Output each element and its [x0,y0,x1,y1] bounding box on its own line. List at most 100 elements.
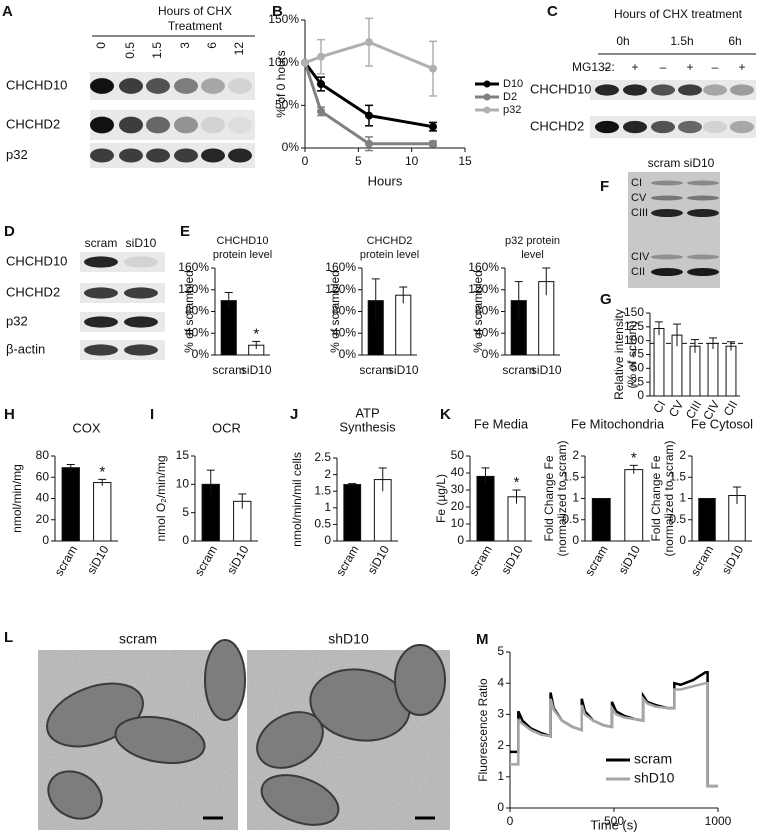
error-bar [224,291,233,309]
y-tick-label: 4 [497,675,504,689]
legend-marker [483,93,491,101]
series-line [303,61,434,129]
x-tick-label: 10 [405,154,419,168]
blot-title: Hours of CHX treatment [614,7,743,21]
chart-title: COX [72,420,101,435]
y-tick-label: 2 [572,448,579,462]
y-tick-label: 0 [42,533,49,547]
band [146,148,170,163]
y-tick-label: 0.5 [669,512,686,526]
y-tick-label: 0 [324,533,331,547]
band [201,116,225,134]
blot-strip [90,110,255,140]
y-tick-label: 75 [631,347,645,361]
y-axis-label: (normalized to scram) [555,440,569,556]
mitochondrion [309,668,411,742]
band [651,268,683,276]
band [651,195,683,201]
significance-mark: * [99,463,105,480]
band [174,116,198,134]
y-axis-label: % of scrambled [471,270,485,353]
x-tick-label: siD10 [365,543,393,577]
y-tick-label: 20 [451,499,465,513]
legend-marker [483,80,491,88]
legend-label: shD10 [634,770,675,786]
band [678,120,702,134]
point [429,139,437,148]
band [228,148,252,163]
x-tick-label: scram [502,363,535,377]
bar [93,482,112,542]
band [124,256,158,268]
y-tick-label: 80% [475,304,499,318]
band [678,84,702,96]
chart-title: protein level [360,249,419,261]
panel-letter: C [547,3,558,20]
band [228,116,252,134]
band-label: CI [631,177,642,189]
lane-label: siD10 [126,236,157,250]
panel-letter: A [2,3,13,20]
band [687,195,719,201]
error-bar [727,341,735,351]
band [730,120,754,134]
y-axis-label: nmol O₂/min/mg [154,455,168,541]
band [90,78,114,94]
y-tick-label: 150% [268,12,299,26]
row-label: p32 [6,147,28,162]
panel-letter: B [272,3,283,20]
y-tick-label: 30 [451,482,465,496]
y-tick-label: 0 [637,388,644,402]
y-tick-label: 25 [631,374,645,388]
image-label: scram [119,631,157,647]
y-tick-label: 40 [36,491,50,505]
point [365,38,373,47]
band-label: CIV [631,251,650,263]
band [651,180,683,186]
error-bar [399,286,408,304]
y-tick-label: 50% [275,98,299,112]
point [301,58,309,67]
point [365,111,373,120]
legend-marker [483,106,491,114]
band [90,148,114,163]
lane-label: + [738,60,745,74]
lane-label: scram [648,156,681,170]
chart-title: Fe Cytosol [691,416,753,431]
blot-strip [90,143,255,168]
band [119,148,143,163]
y-axis-label: Fluorescence Ratio [476,678,490,782]
row-label: CHCHD2 [530,118,584,133]
band [651,254,683,260]
y-axis-label: (% of scram) [625,320,639,388]
error-bar [481,467,490,485]
chart-title: Fe Mitochondria [571,416,665,431]
band [687,254,719,260]
y-tick-label: 160% [178,260,209,274]
band [703,120,727,134]
band [201,78,225,94]
y-tick-label: 1 [679,491,686,505]
x-tick-label: 0 [302,154,309,168]
point [317,107,325,116]
y-tick-label: 0% [192,347,210,361]
chart-title: Fe Media [474,416,529,431]
y-tick-label: 5 [182,505,189,519]
y-tick-label: 2 [679,448,686,462]
x-tick-label: scram [466,543,494,578]
mitochondrion [256,711,324,769]
lane-label: 12 [232,42,246,56]
y-tick-label: 2.5 [314,450,331,464]
y-tick-label: 160% [468,260,499,274]
band [124,287,158,299]
panel-letter: K [440,406,451,423]
y-tick-label: 0 [457,533,464,547]
lane-label: 0 [94,42,108,49]
error-bar [733,486,741,505]
bar [343,484,362,542]
row-label: CHCHD2 [6,284,60,299]
band [90,116,114,134]
timepoint: 0h [616,34,629,48]
mitochondrion [394,644,446,716]
point [317,52,325,61]
